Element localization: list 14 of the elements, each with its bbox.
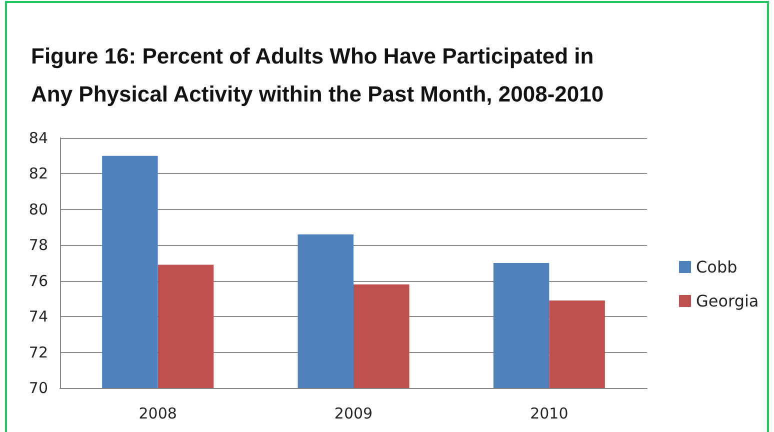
x-tick-label: 2010	[530, 404, 568, 422]
x-tick-label: 2008	[138, 404, 177, 422]
y-tick-label: 80	[28, 200, 48, 218]
y-tick-label: 78	[28, 236, 48, 254]
chart-title: Figure 16: Percent of Adults Who Have Participated in Any Physical Activity within the Past Month, 2008-2010	[31, 44, 604, 106]
legend-label: Georgia	[696, 292, 759, 310]
y-tick-label: 76	[28, 272, 48, 290]
y-tick-label: 72	[28, 343, 48, 362]
y-tick-label: 84	[28, 129, 48, 147]
y-tick-label: 74	[28, 308, 48, 326]
x-tick-label: 2009	[334, 404, 373, 422]
y-tick-label: 70	[28, 379, 48, 397]
y-tick-label: 82	[28, 164, 48, 183]
legend-label: Cobb	[696, 258, 738, 276]
